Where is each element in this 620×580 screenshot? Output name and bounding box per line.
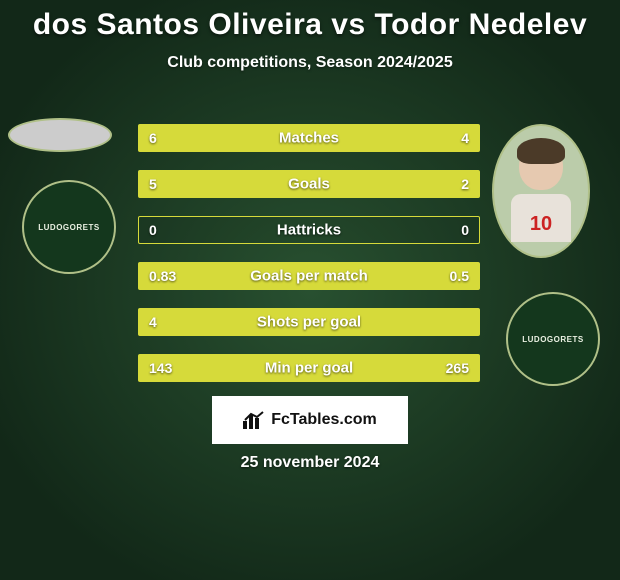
stat-row: 5 2 Goals [138,170,480,198]
player-left-avatar [8,118,112,152]
stat-value-right: 2 [461,176,469,192]
player-right-club-badge: LUDOGORETS [506,292,600,386]
player-left-club-badge: LUDOGORETS [22,180,116,274]
chart-icon [243,411,265,429]
stat-row: 0.83 0.5 Goals per match [138,262,480,290]
stat-label: Hattricks [277,222,341,239]
stat-value-right: 0.5 [450,268,469,284]
player-right-shirt-number: 10 [530,213,552,236]
stats-container: 6 4 Matches 5 2 Goals 0 0 Hattricks 0.83 0.5 Goals … [138,124,480,400]
stat-value-left: 143 [149,360,172,376]
stat-label: Matches [279,130,339,147]
stat-row: 6 4 Matches [138,124,480,152]
stat-value-right: 4 [461,130,469,146]
brand-badge: FcTables.com [212,396,408,444]
club-left-label: LUDOGORETS [38,223,99,232]
stat-row: 0 0 Hattricks [138,216,480,244]
comparison-subtitle: Club competitions, Season 2024/2025 [0,54,620,72]
stat-row: 143 265 Min per goal [138,354,480,382]
brand-text: FcTables.com [271,411,377,429]
comparison-date: 25 november 2024 [241,454,380,472]
stat-label: Shots per goal [257,314,361,331]
stat-value-left: 5 [149,176,157,192]
stat-row: 4 Shots per goal [138,308,480,336]
stat-label: Min per goal [265,360,353,377]
player-right-avatar: 10 [492,124,590,258]
stat-value-left: 0.83 [149,268,176,284]
stat-label: Goals [288,176,330,193]
stat-bar-left [139,171,380,197]
stat-value-right: 0 [461,222,469,238]
stat-label: Goals per match [250,268,368,285]
stat-value-left: 0 [149,222,157,238]
stat-bar-right [343,125,479,151]
club-right-label: LUDOGORETS [522,335,583,344]
stat-value-left: 6 [149,130,157,146]
stat-value-left: 4 [149,314,157,330]
stat-value-right: 265 [446,360,469,376]
comparison-title: dos Santos Oliveira vs Todor Nedelev [0,0,620,42]
